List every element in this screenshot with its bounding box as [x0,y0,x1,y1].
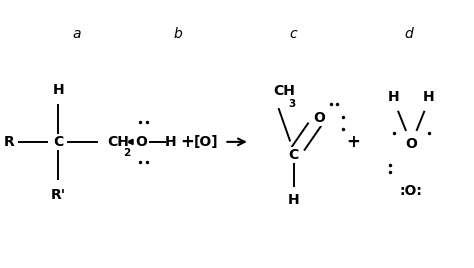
Text: 2: 2 [123,148,131,158]
Polygon shape [129,139,133,144]
Text: O: O [405,137,417,151]
Text: [O]: [O] [193,135,218,149]
Text: b: b [174,27,182,41]
Text: R: R [4,135,15,149]
Text: H: H [288,193,300,207]
Text: O: O [136,135,147,149]
Text: a: a [73,27,81,41]
Text: C: C [289,148,299,162]
Text: H: H [423,90,435,104]
Text: c: c [290,27,297,41]
Text: R': R' [51,188,66,202]
Text: O: O [313,111,325,125]
Text: CH: CH [108,135,129,149]
Text: CH: CH [273,84,295,98]
Text: H: H [164,135,176,149]
Text: H: H [53,83,64,97]
Text: :O:: :O: [400,184,423,198]
Text: H: H [388,90,400,104]
Text: C: C [53,135,64,149]
Text: 3: 3 [288,99,295,109]
Text: +: + [346,133,361,151]
Text: d: d [405,27,413,41]
Text: +: + [181,133,194,151]
